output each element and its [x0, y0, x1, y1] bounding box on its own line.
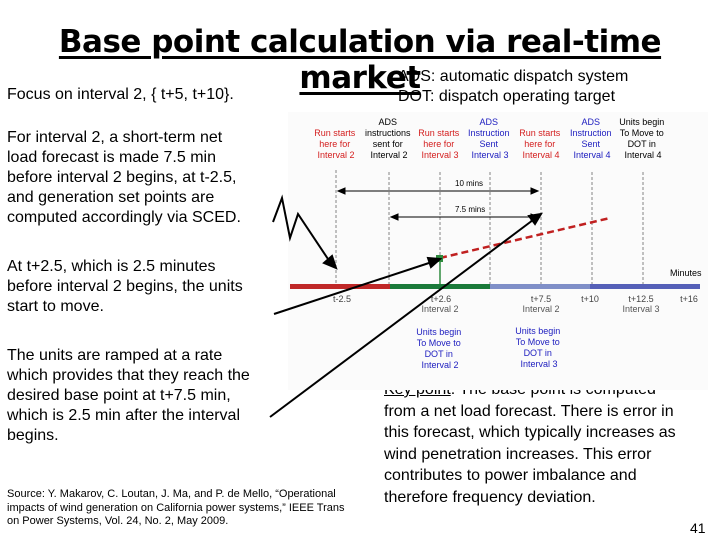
paragraph-line: The units are ramped at a rate	[7, 347, 223, 364]
tick-label: t-2.5	[333, 294, 351, 304]
paragraph-line: which is 2.5 min after the interval	[7, 407, 240, 424]
arrowhead	[527, 212, 543, 226]
paragraph-ramp: The units are ramped at a rate which pro…	[7, 346, 287, 446]
tick-label: t+12.5	[628, 294, 653, 304]
paragraph-line: At t+2.5, which is 2.5 minutes	[7, 258, 216, 275]
key-point-line: from a net load forecast. There is error…	[384, 402, 674, 420]
interval-label: Interval 2	[522, 304, 559, 314]
bottom-label-interval-3: Units begin To Move to DOT in Interval 3	[515, 326, 563, 369]
source-line: Source: Y. Makarov, C. Loutan, J. Ma, an…	[7, 488, 336, 500]
key-point-text: Key point: The base point is computed fr…	[384, 379, 719, 508]
label-7-5-min: 7.5 mins	[455, 205, 485, 214]
top-label-run-interval-4: Run starts here for Interval 4	[519, 128, 563, 160]
paragraph-line: and generation set points are	[7, 189, 215, 206]
timeline-segment-indigo	[590, 284, 700, 289]
callout-zigzag	[272, 194, 331, 263]
paragraph-units-move: At t+2.5, which is 2.5 minutes before in…	[7, 257, 287, 317]
tick-label: t+7.5	[531, 294, 551, 304]
interval-label: Interval 2	[421, 304, 458, 314]
top-label-run-interval-3: Run starts here for Interval 3	[418, 128, 462, 160]
paragraph-line: before interval 2 begins, the units	[7, 278, 243, 295]
paragraph-line: load forecast is made 7.5 min	[7, 149, 216, 166]
top-label-ads-interval-4: ADS Instruction Sent Interval 4	[570, 117, 614, 160]
paragraph-line: desired base point at t+7.5 min,	[7, 387, 231, 404]
key-point-line: contributes to power imbalance and	[384, 467, 637, 484]
focus-text: Focus on interval 2, { t+5, t+10}.	[7, 86, 234, 103]
source-line: on Power Systems, Vol. 24, No. 2, May 20…	[7, 515, 229, 527]
label-10-min: 10 mins	[455, 179, 483, 188]
top-label-units-interval-4: Units begin To Move to DOT in Interval 4	[619, 117, 667, 160]
ramp-trend-line	[439, 216, 611, 260]
definitions: ADS: automatic dispatch system DOT: disp…	[398, 67, 628, 107]
arrowhead	[336, 187, 346, 195]
arrowhead	[426, 256, 443, 269]
source-line: impacts of wind generation on California…	[7, 501, 345, 514]
timeline-segment-blue	[490, 284, 590, 289]
top-label-ads-interval-3: ADS Instruction Sent Interval 3	[468, 117, 512, 160]
tick-label: t+2.6	[431, 294, 451, 304]
paragraph-line: which provides that they reach the	[7, 367, 250, 384]
arrowhead	[389, 213, 399, 221]
paragraph-forecast: For interval 2, a short-term net load fo…	[7, 128, 287, 228]
tick-label: t+10	[581, 294, 599, 304]
callout-line-ramp	[269, 219, 534, 418]
key-point-line: therefore frequency deviation.	[384, 488, 596, 506]
dot-definition: DOT: dispatch operating target	[398, 88, 616, 105]
top-label-ads-interval-2: ADS instructions sent for Interval 2	[365, 117, 413, 160]
callout-line-units-move	[273, 261, 433, 315]
timeline-segment-red	[290, 284, 390, 289]
paragraph-line: start to move.	[7, 298, 104, 315]
paragraph-line: For interval 2, a short-term net	[7, 129, 223, 146]
interval-label: Interval 3	[622, 304, 659, 314]
arrowhead	[322, 254, 338, 270]
key-point-line: this forecast, which typically increases…	[384, 424, 676, 441]
top-label-run-interval-2: Run starts here for Interval 2	[314, 128, 358, 160]
minutes-label: Minutes	[670, 268, 702, 278]
tick-label: t+16	[680, 294, 698, 304]
paragraph-line: begins.	[7, 427, 59, 444]
page-number: 41	[690, 520, 706, 536]
arrowhead	[530, 187, 540, 195]
figure-background	[288, 112, 708, 390]
key-point-line: wind penetration increases. This error	[384, 445, 652, 463]
slide-title: Base point calculation via real-time mar…	[58, 24, 662, 96]
ads-definition: ADS: automatic dispatch system	[398, 68, 629, 85]
paragraph-line: computed accordingly via SCED.	[7, 209, 241, 226]
paragraph-line: before interval 2 begins, at t-2.5,	[7, 169, 237, 186]
timeline-segment-green	[390, 284, 490, 289]
source-citation: Source: Y. Makarov, C. Loutan, J. Ma, an…	[7, 488, 387, 529]
bottom-label-interval-2: Units begin To Move to DOT in Interval 2	[416, 327, 464, 370]
callout-arrows	[269, 194, 543, 418]
